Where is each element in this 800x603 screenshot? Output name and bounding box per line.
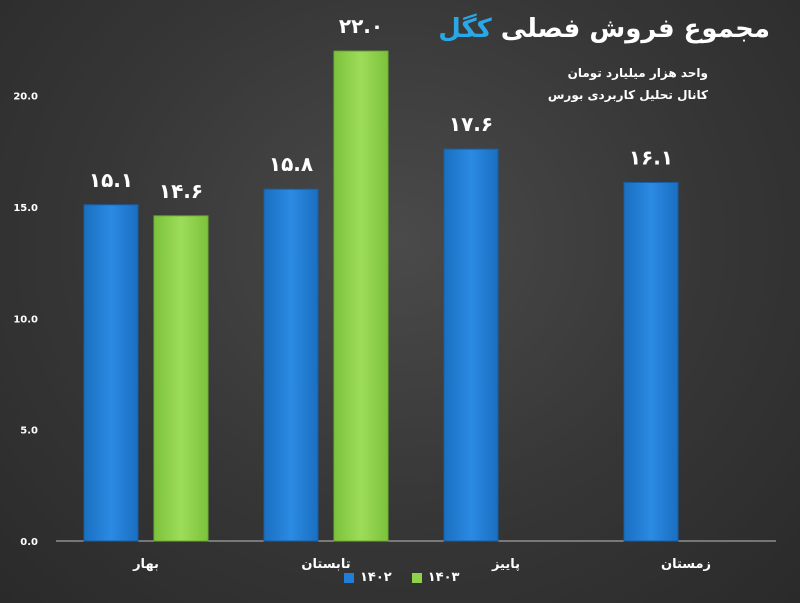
bar-۱۴۰۲-تابستان <box>263 188 319 542</box>
data-label: ۱۵.۱ <box>89 168 133 192</box>
subtitle-channel: کانال تحلیل کاربردی بورس <box>547 88 708 102</box>
y-tick-label: 10.0 <box>13 314 38 325</box>
data-label: ۱۵.۸ <box>269 152 313 176</box>
x-tick-label: پاییز <box>491 557 520 572</box>
chart-title: مجموع فروش فصلی کگل <box>438 14 770 44</box>
data-label: ۱۷.۶ <box>449 112 493 136</box>
x-tick-label: بهار <box>132 557 159 572</box>
legend-label-1403: ۱۴۰۳ <box>427 570 460 585</box>
data-label: ۱۶.۱ <box>629 146 673 170</box>
bar-۱۴۰۳-بهار <box>153 215 209 542</box>
bar-۱۴۰۲-زمستان <box>623 182 679 542</box>
chart-title-brand: کگل <box>438 14 492 44</box>
x-tick-label: تابستان <box>301 557 350 572</box>
y-tick-label: 0.0 <box>20 537 38 548</box>
legend-swatch-1402 <box>344 572 354 583</box>
y-tick-label: 20.0 <box>13 92 38 103</box>
legend-item-1402: ۱۴۰۲ <box>344 570 392 585</box>
x-tick-label: زمستان <box>661 557 711 572</box>
bar-۱۴۰۳-تابستان <box>333 50 389 542</box>
data-label: ۱۴.۶ <box>159 179 203 203</box>
y-tick-label: 15.0 <box>13 203 38 214</box>
data-label: ۲۲.۰ <box>339 14 383 38</box>
y-tick-label: 5.0 <box>20 426 38 437</box>
legend-swatch-1403 <box>411 572 422 583</box>
bar-۱۴۰۲-پاییز <box>443 148 499 542</box>
bar-۱۴۰۲-بهار <box>83 204 139 542</box>
legend-item-1403: ۱۴۰۳ <box>411 570 460 585</box>
legend-label-1402: ۱۴۰۲ <box>360 570 392 585</box>
legend: ۱۴۰۲ ۱۴۰۳ <box>344 570 460 585</box>
subtitle-unit: واحد هزار میلیارد تومان <box>567 66 708 80</box>
chart-title-main: مجموع فروش فصلی <box>500 14 770 44</box>
